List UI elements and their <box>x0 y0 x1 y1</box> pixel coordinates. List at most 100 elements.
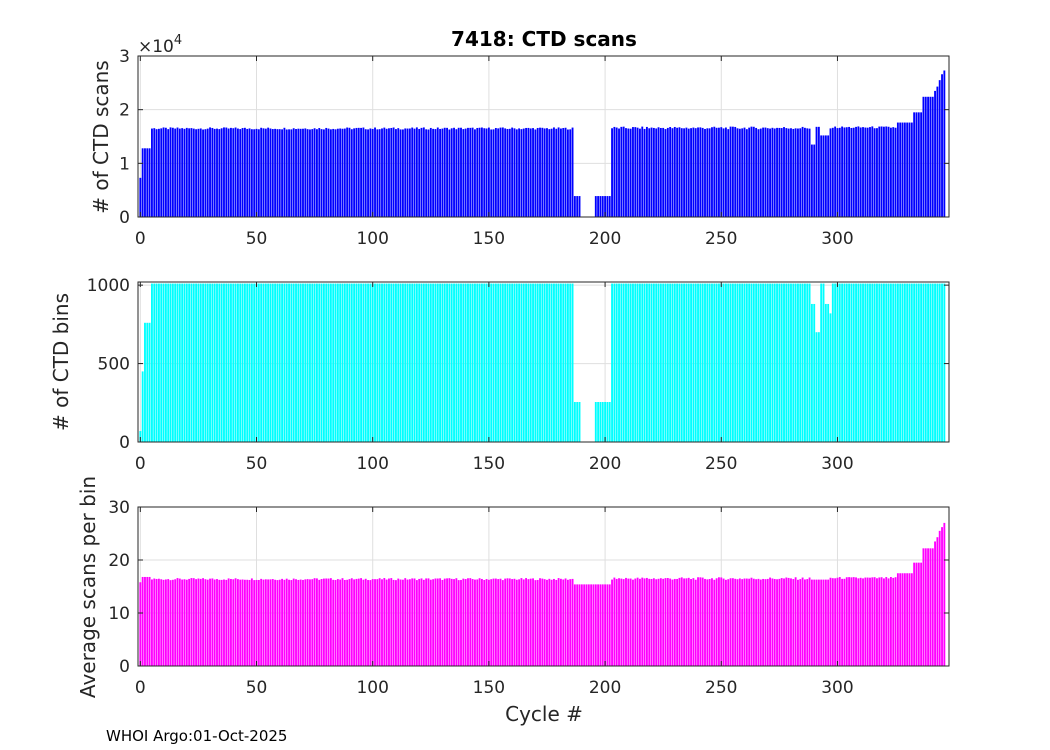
bar <box>810 579 813 666</box>
bar <box>680 577 683 666</box>
bar <box>429 579 432 666</box>
bar <box>790 578 792 666</box>
bar <box>859 127 862 217</box>
bar <box>848 577 851 666</box>
bar <box>850 577 853 666</box>
bar <box>883 283 885 442</box>
axes-frame <box>137 55 950 218</box>
bar <box>406 283 409 442</box>
bar <box>611 128 613 217</box>
bar <box>169 127 172 217</box>
bar <box>599 196 602 217</box>
bar <box>778 283 781 442</box>
bar <box>936 537 939 666</box>
bar <box>234 283 237 442</box>
bar <box>936 86 939 217</box>
bar <box>353 579 356 666</box>
bar <box>655 579 658 666</box>
bar <box>406 128 409 217</box>
bar <box>571 127 574 217</box>
bar <box>880 577 883 666</box>
bar <box>243 579 246 666</box>
bar <box>787 577 790 666</box>
bar <box>471 283 474 442</box>
bar <box>178 283 181 442</box>
bar <box>455 283 458 442</box>
bar <box>443 127 446 217</box>
bar <box>413 128 416 217</box>
bar <box>831 283 834 442</box>
bar <box>364 283 367 442</box>
bar <box>724 283 727 442</box>
bar <box>790 283 792 442</box>
x-tick-label: 150 <box>473 229 505 249</box>
bar <box>836 283 839 442</box>
bar-series <box>139 522 946 666</box>
bar <box>501 283 504 442</box>
x-tick-label: 200 <box>589 678 621 698</box>
bar <box>297 283 300 442</box>
bar <box>857 578 860 666</box>
bar <box>462 578 465 666</box>
bar <box>639 578 641 666</box>
bar <box>643 283 646 442</box>
y-tick-label: 30 <box>108 498 130 518</box>
bar <box>211 283 214 442</box>
bar <box>604 584 607 666</box>
bar <box>225 127 228 217</box>
bar <box>685 578 688 666</box>
bar <box>543 128 546 217</box>
bar <box>429 283 432 442</box>
bar <box>185 127 188 217</box>
bar <box>522 128 525 217</box>
bar <box>829 313 832 442</box>
bar <box>295 283 297 442</box>
bar <box>144 322 146 442</box>
bar <box>673 283 676 442</box>
bar <box>873 283 876 442</box>
x-tick-label: 0 <box>135 229 146 249</box>
bar <box>669 283 672 442</box>
bar <box>213 283 216 442</box>
bar <box>369 580 372 666</box>
bar <box>529 578 532 666</box>
bar <box>831 127 834 217</box>
bar <box>474 283 476 442</box>
bar <box>876 283 878 442</box>
bar <box>425 578 428 666</box>
bar <box>353 283 356 442</box>
bar <box>374 127 376 217</box>
bar <box>822 579 825 666</box>
bar <box>564 283 567 442</box>
bar <box>529 283 532 442</box>
bar <box>271 129 274 217</box>
bar <box>490 283 493 442</box>
bar <box>420 578 423 666</box>
bar <box>453 579 455 666</box>
bar <box>546 579 548 666</box>
bar <box>241 283 244 442</box>
y-axis-label: Average scans per bin <box>76 476 100 698</box>
bar <box>592 584 595 666</box>
bar <box>608 196 611 217</box>
bar <box>499 127 502 217</box>
bar <box>571 578 574 666</box>
bar <box>532 283 534 442</box>
bar <box>899 283 902 442</box>
bar <box>306 283 309 442</box>
bar <box>464 128 467 217</box>
bar <box>227 578 230 666</box>
bar <box>174 579 177 666</box>
bar <box>834 578 837 666</box>
bar <box>669 127 672 217</box>
bar <box>915 112 918 217</box>
bar <box>901 283 904 442</box>
bar <box>780 128 783 217</box>
bar <box>817 332 820 442</box>
bar <box>160 128 163 217</box>
bar <box>676 578 679 666</box>
bar <box>311 283 314 442</box>
bar <box>271 579 274 666</box>
bar <box>283 127 286 217</box>
bar <box>597 402 600 442</box>
